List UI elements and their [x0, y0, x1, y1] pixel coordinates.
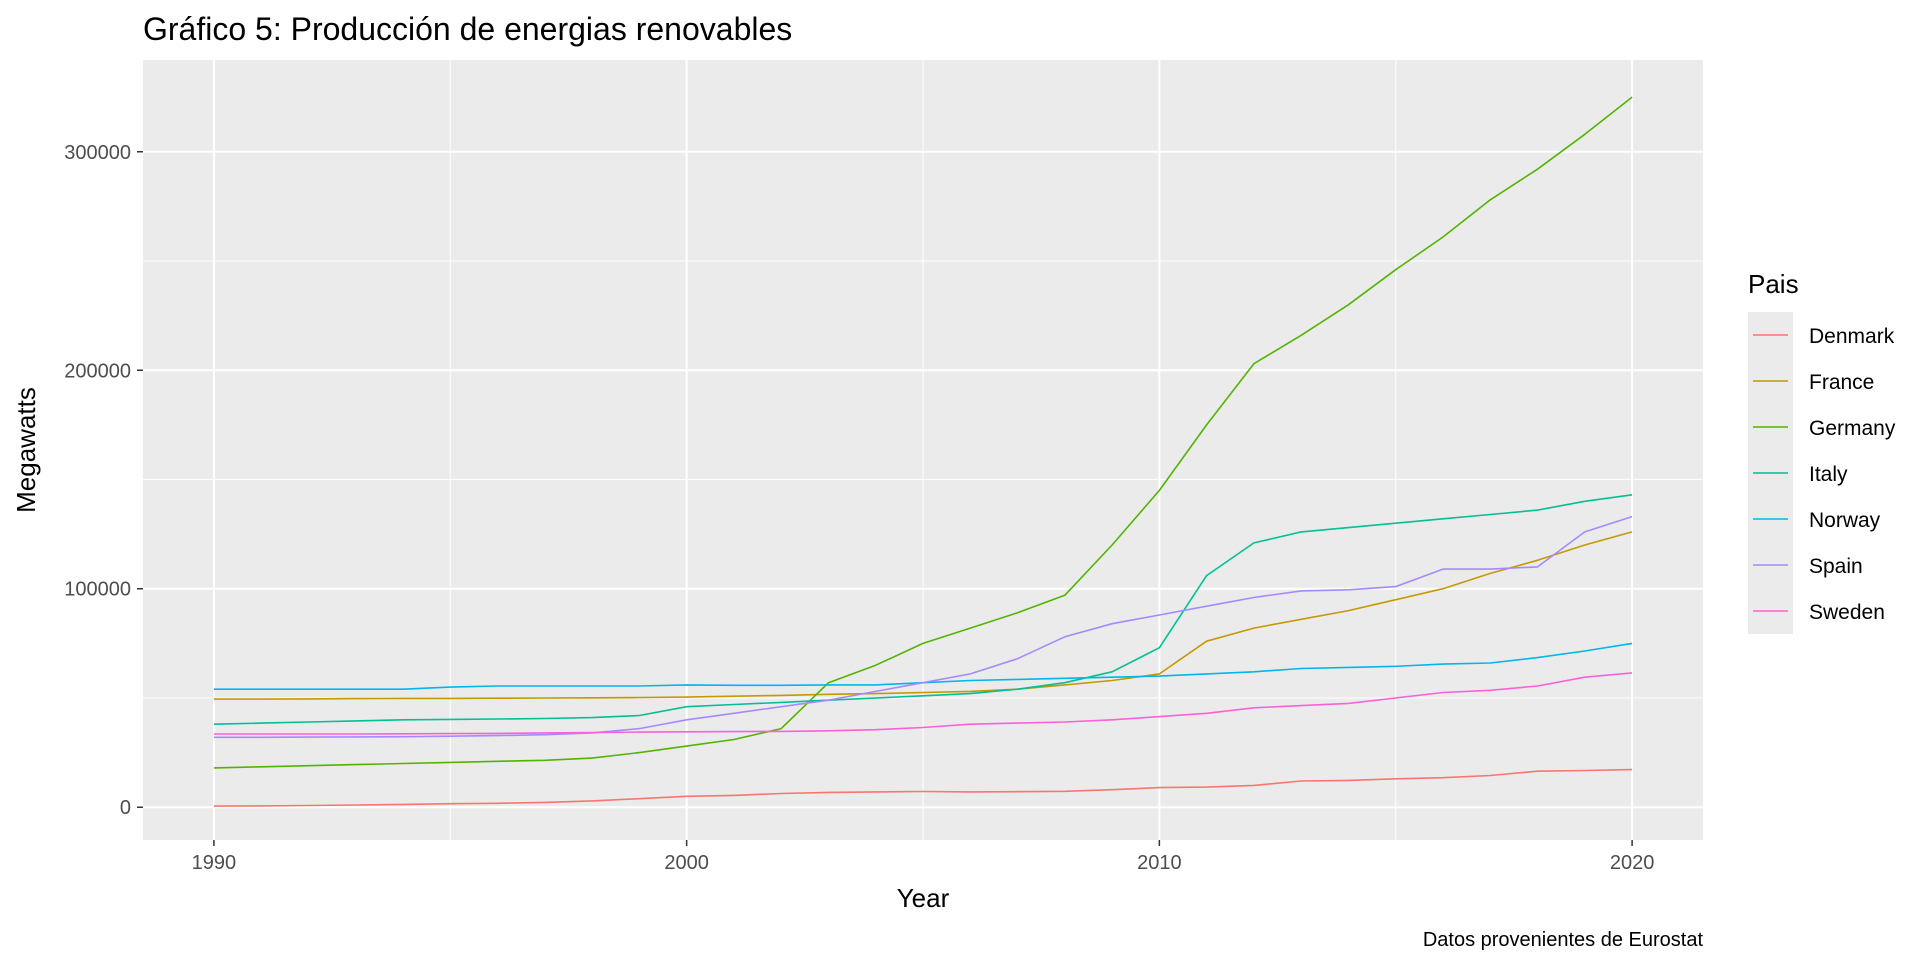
- x-axis-label: Year: [897, 883, 950, 913]
- y-tick-label: 300000: [64, 142, 131, 164]
- legend-label-denmark: Denmark: [1809, 325, 1895, 348]
- x-axis: 1990 2000 2010 2020: [192, 840, 1655, 874]
- legend-label-france: France: [1809, 371, 1874, 394]
- legend-label-italy: Italy: [1809, 463, 1848, 486]
- y-axis: 0 100000 200000 300000: [64, 142, 143, 819]
- x-tick-label: 2020: [1610, 852, 1655, 874]
- chart-title: Gráfico 5: Producción de energias renova…: [143, 11, 792, 47]
- series-line-denmark: [213, 768, 1633, 807]
- legend-label-spain: Spain: [1809, 555, 1863, 578]
- x-tick-label: 2010: [1137, 852, 1182, 874]
- series-line-spain: [213, 515, 1633, 739]
- legend-title: Pais: [1748, 269, 1799, 299]
- legend-label-sweden: Sweden: [1809, 601, 1885, 624]
- series-line-italy: [213, 494, 1633, 725]
- series-lines: [213, 96, 1633, 807]
- x-tick-label: 1990: [192, 852, 237, 874]
- legend: Pais Denmark France Germany Italy Norway Spai…: [1748, 269, 1896, 634]
- x-tick-label: 2000: [664, 852, 709, 874]
- caption: Datos provenientes de Eurostat: [1423, 929, 1704, 951]
- y-tick-label: 0: [120, 797, 131, 819]
- y-tick-label: 200000: [64, 360, 131, 382]
- y-axis-label: Megawatts: [11, 387, 41, 513]
- series-line-germany: [213, 96, 1633, 769]
- series-line-sweden: [213, 672, 1633, 735]
- y-tick-label: 100000: [64, 579, 131, 601]
- legend-label-germany: Germany: [1809, 417, 1896, 440]
- series-line-france: [213, 531, 1633, 700]
- legend-label-norway: Norway: [1809, 509, 1881, 532]
